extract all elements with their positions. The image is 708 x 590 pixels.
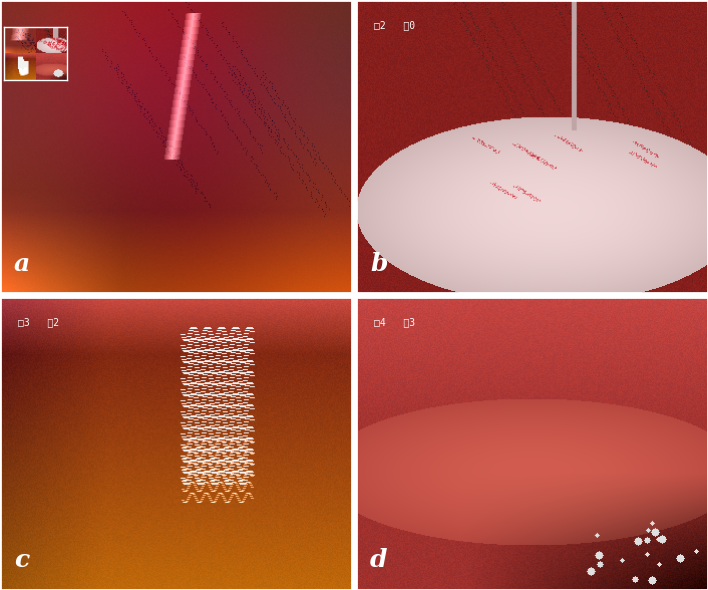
- Text: □3   📹2: □3 📹2: [18, 317, 59, 327]
- Text: a: a: [14, 252, 30, 276]
- Text: b: b: [370, 252, 388, 276]
- Text: □4   📹3: □4 📹3: [374, 317, 415, 327]
- Text: d: d: [370, 549, 388, 572]
- Text: c: c: [14, 549, 29, 572]
- Text: □2   📹0: □2 📹0: [374, 21, 415, 31]
